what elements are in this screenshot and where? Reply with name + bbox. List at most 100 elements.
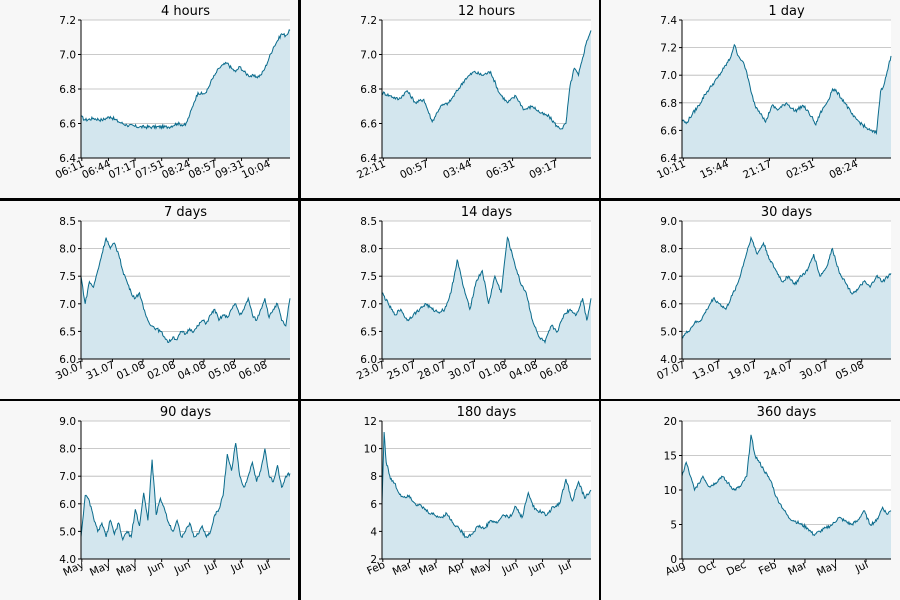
x-tick-label: Mar (417, 559, 441, 579)
x-tick-label: 02:51 (784, 158, 817, 182)
chart-title: 90 days (160, 405, 212, 420)
y-tick-label: 7.0 (360, 299, 377, 311)
y-tick-label: 9.0 (660, 216, 677, 228)
series-area (382, 432, 591, 559)
x-tick-label: Jul (255, 559, 272, 576)
x-tick-label: Jun (499, 559, 520, 577)
y-tick-label: 8.0 (59, 444, 76, 456)
x-tick-label: 05.08 (206, 359, 238, 383)
x-tick-label: Mar (391, 559, 415, 579)
x-tick-label: 04.08 (176, 359, 208, 383)
y-tick-label: 8.0 (59, 244, 76, 256)
chart-panel: 12 hours 6.4 6.6 6.8 7.0 7.2 22:11 00:57 03:44 06… (301, 0, 599, 198)
x-tick-label: 01.08 (115, 359, 147, 383)
x-tick-label: 30.07 (798, 359, 830, 383)
chart-title: 30 days (761, 205, 813, 220)
y-tick-label: 6.5 (360, 326, 377, 338)
y-tick-label: 8.5 (360, 216, 377, 228)
y-tick-label: 7.0 (59, 471, 76, 483)
y-tick-label: 6.0 (59, 354, 76, 366)
x-tick-label: Apr (445, 559, 467, 578)
y-tick-label: 6.4 (59, 153, 76, 165)
y-tick-label: 6.6 (360, 119, 377, 131)
y-tick-label: 5.0 (59, 526, 76, 538)
x-tick-label: Jul (556, 559, 573, 576)
series-line (381, 431, 592, 539)
chart-title: 1 day (768, 4, 805, 19)
y-tick-label: 7.2 (59, 15, 76, 27)
y-tick-label: 4.0 (59, 554, 76, 566)
chart-title: 360 days (757, 405, 817, 420)
chart-title: 7 days (164, 205, 207, 220)
series-line (80, 237, 291, 344)
y-tick-label: 7.5 (59, 271, 76, 283)
y-tick-label: 6 (370, 499, 377, 511)
y-tick-label: 7.0 (59, 50, 76, 62)
y-tick-label: 6.0 (360, 354, 377, 366)
series-line (80, 443, 291, 542)
y-tick-label: 6.6 (59, 119, 76, 131)
chart-svg: 360 days 0 5 10 15 20 Aug Oct Dec Feb Mar May Jul (664, 405, 892, 579)
x-tick-label: 00:57 (398, 158, 431, 182)
series-area (382, 30, 591, 158)
x-tick-label: 04.08 (507, 359, 539, 383)
y-tick-label: 6.6 (660, 125, 677, 137)
chart-panel: 1 day 6.4 6.6 6.8 7.0 7.2 7.4 10:11 15:44 21:17 02… (601, 0, 900, 198)
y-tick-label: 12 (364, 416, 377, 428)
y-tick-label: 7.0 (660, 271, 677, 283)
y-tick-label: 2 (370, 554, 377, 566)
chart-panel: 90 days 4.0 5.0 6.0 7.0 8.0 9.0 May May May Jun Jun… (0, 401, 298, 600)
x-tick-label: Jun (172, 559, 193, 577)
y-tick-label: 6.0 (59, 499, 76, 511)
y-tick-label: 4.0 (660, 354, 677, 366)
series-area (682, 44, 891, 158)
x-tick-label: Jul (228, 559, 245, 576)
x-tick-label: Mar (786, 559, 810, 579)
series-line (681, 434, 892, 537)
x-tick-label: 08:24 (827, 158, 860, 182)
chart-svg: 7 days6.06.57.07.58.08.530.0731.0701.080… (54, 205, 291, 383)
chart-panel: 14 days 6.0 6.5 7.0 7.5 8.0 8.5 23.07 25.07 28.07… (301, 201, 599, 399)
y-tick-label: 9.0 (59, 416, 76, 428)
x-tick-label: 15:44 (698, 158, 731, 182)
x-tick-label: 30.07 (446, 359, 478, 383)
x-tick-label: 24.07 (762, 359, 794, 383)
x-tick-label: 31.07 (84, 359, 116, 383)
y-tick-label: 8 (370, 471, 377, 483)
chart-title: 180 days (457, 405, 517, 420)
chart-svg: 4 hours6.46.66.87.07.206:1106:4407:1707:… (54, 4, 291, 182)
y-tick-label: 10 (364, 444, 377, 456)
y-tick-label: 7.0 (59, 299, 76, 311)
y-tick-label: 7.4 (660, 15, 677, 27)
y-tick-label: 7.2 (660, 43, 677, 55)
y-tick-label: 6.8 (660, 98, 677, 110)
y-tick-label: 6.4 (360, 153, 377, 165)
y-tick-label: 6.8 (59, 84, 76, 96)
x-tick-label: 21:17 (741, 158, 774, 182)
x-tick-label: May (469, 559, 494, 579)
x-tick-label: May (115, 559, 140, 579)
series-area (382, 237, 591, 359)
series-line (381, 30, 592, 130)
x-tick-label: Feb (365, 559, 387, 578)
x-tick-label: May (815, 559, 840, 579)
y-tick-label: 4 (370, 526, 377, 538)
series-area (81, 443, 290, 559)
x-tick-label: 03:44 (441, 158, 474, 182)
x-tick-label: 09:17 (527, 158, 560, 182)
x-tick-label: 19.07 (726, 359, 758, 383)
chart-panel: 30 days 4.0 5.0 6.0 7.0 8.0 9.0 07.07 13.07 19.07… (601, 201, 900, 399)
x-tick-label: 05.08 (834, 359, 866, 383)
series-line (681, 43, 892, 136)
y-tick-label: 5 (670, 520, 677, 532)
y-tick-label: 8.0 (360, 244, 377, 256)
chart-title: 4 hours (161, 4, 210, 19)
x-tick-label: Jul (202, 559, 219, 576)
chart-svg: 14 days6.06.57.07.58.08.523.0725.0728.07… (355, 205, 592, 383)
x-tick-label: 25.07 (385, 359, 417, 383)
x-tick-label: 01.08 (477, 359, 509, 383)
series-area (682, 237, 891, 359)
